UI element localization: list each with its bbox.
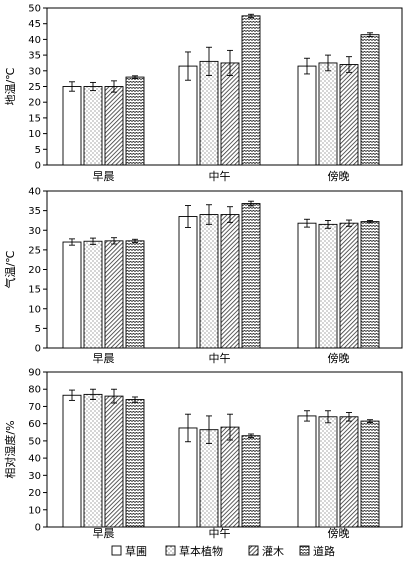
- y-tick-label: 20: [28, 98, 41, 109]
- bar: [62, 86, 82, 166]
- legend-label: 草圃: [125, 545, 147, 558]
- y-tick-label: 35: [28, 51, 41, 62]
- y-tick-label: 10: [28, 505, 41, 516]
- category-label: 早晨: [93, 352, 115, 365]
- y-tick-label: 40: [28, 35, 41, 46]
- y-axis-label: 气温/℃: [3, 250, 17, 288]
- legend: 草圃 草本植物 灌木 道路: [111, 544, 335, 558]
- bar: [83, 86, 103, 166]
- bar: [62, 394, 82, 528]
- y-tick-label: 25: [28, 82, 41, 93]
- y-tick-label: 10: [28, 129, 41, 140]
- category-label: 中午: [209, 352, 231, 365]
- legend-label: 道路: [313, 544, 335, 558]
- bar: [360, 420, 380, 528]
- bar: [199, 214, 219, 349]
- bar: [318, 223, 338, 349]
- y-tick-label: 20: [28, 265, 41, 276]
- bar: [339, 64, 359, 166]
- bar: [297, 222, 317, 349]
- y-tick-label: 10: [28, 304, 41, 315]
- y-tick-label: 30: [28, 66, 41, 77]
- chart-panel-soil-temperature: 0 5 10 15 20 25 30 35 40 45 50 地温/℃ 早晨 中午 傍晚: [4, 4, 403, 183]
- bar: [199, 60, 219, 166]
- chart-panel-relative-humidity: 0 10 20 30 40 50 60 70 80 90 相对湿度/% 早晨 中午 傍晚: [3, 368, 403, 540]
- bar: [339, 416, 359, 528]
- bar: [297, 415, 317, 528]
- y-axis-label: 地温/℃: [4, 67, 17, 105]
- bar: [241, 15, 261, 166]
- y-tick-label: 0: [35, 344, 41, 355]
- y-tick-label: 40: [28, 454, 41, 465]
- legend-swatch: [111, 545, 122, 556]
- y-tick-label: 20: [28, 488, 41, 499]
- y-tick-label: 15: [28, 113, 41, 124]
- category-label: 中午: [209, 170, 231, 183]
- bar: [62, 241, 82, 349]
- y-tick-label: 25: [28, 245, 41, 256]
- bar: [83, 393, 103, 528]
- y-tick-label: 5: [35, 324, 41, 335]
- category-label: 早晨: [93, 170, 115, 183]
- category-label: 早晨: [93, 527, 115, 540]
- y-tick-label: 0: [35, 161, 41, 172]
- legend-label: 草本植物: [179, 544, 223, 558]
- bar: [220, 62, 240, 166]
- bar: [360, 34, 380, 166]
- y-tick-label: 5: [35, 145, 41, 156]
- bar: [125, 399, 145, 528]
- bar: [220, 214, 240, 349]
- category-label: 中午: [209, 527, 231, 540]
- category-label: 傍晚: [328, 526, 350, 540]
- bar: [178, 65, 198, 166]
- bar: [241, 203, 261, 349]
- category-label: 傍晚: [328, 351, 350, 365]
- bar: [104, 86, 124, 166]
- bar: [360, 221, 380, 349]
- y-tick-label: 15: [28, 285, 41, 296]
- bar: [241, 435, 261, 528]
- legend-swatch: [165, 545, 176, 556]
- bar: [178, 216, 198, 349]
- legend-swatch: [248, 545, 259, 556]
- bar: [318, 62, 338, 166]
- y-tick-label: 30: [28, 471, 41, 482]
- y-tick-label: 40: [28, 187, 41, 198]
- y-tick-label: 60: [28, 419, 41, 430]
- y-tick-label: 45: [28, 19, 41, 30]
- y-tick-label: 50: [28, 4, 41, 15]
- bar: [125, 76, 145, 166]
- y-tick-label: 80: [28, 385, 41, 396]
- y-axis-label: 相对湿度/%: [3, 420, 17, 478]
- y-tick-label: 30: [28, 226, 41, 237]
- y-tick-label: 35: [28, 206, 41, 217]
- bar: [297, 65, 317, 166]
- category-label: 傍晚: [328, 169, 350, 183]
- bar: [318, 416, 338, 528]
- legend-label: 灌木: [262, 545, 284, 558]
- bar: [125, 240, 145, 349]
- bar: [83, 240, 103, 349]
- bar: [178, 427, 198, 528]
- y-tick-label: 70: [28, 402, 41, 413]
- bar: [339, 222, 359, 349]
- y-tick-label: 0: [35, 523, 41, 534]
- bar: [199, 429, 219, 528]
- bar: [104, 395, 124, 528]
- y-tick-label: 50: [28, 436, 41, 447]
- bar: [220, 426, 240, 528]
- chart-panel-air-temperature: 0 5 10 15 20 25 30 35 40 气温/℃ 早晨 中午 傍晚: [3, 187, 403, 365]
- legend-swatch: [299, 545, 310, 556]
- bar: [104, 240, 124, 349]
- y-tick-label: 90: [28, 368, 41, 379]
